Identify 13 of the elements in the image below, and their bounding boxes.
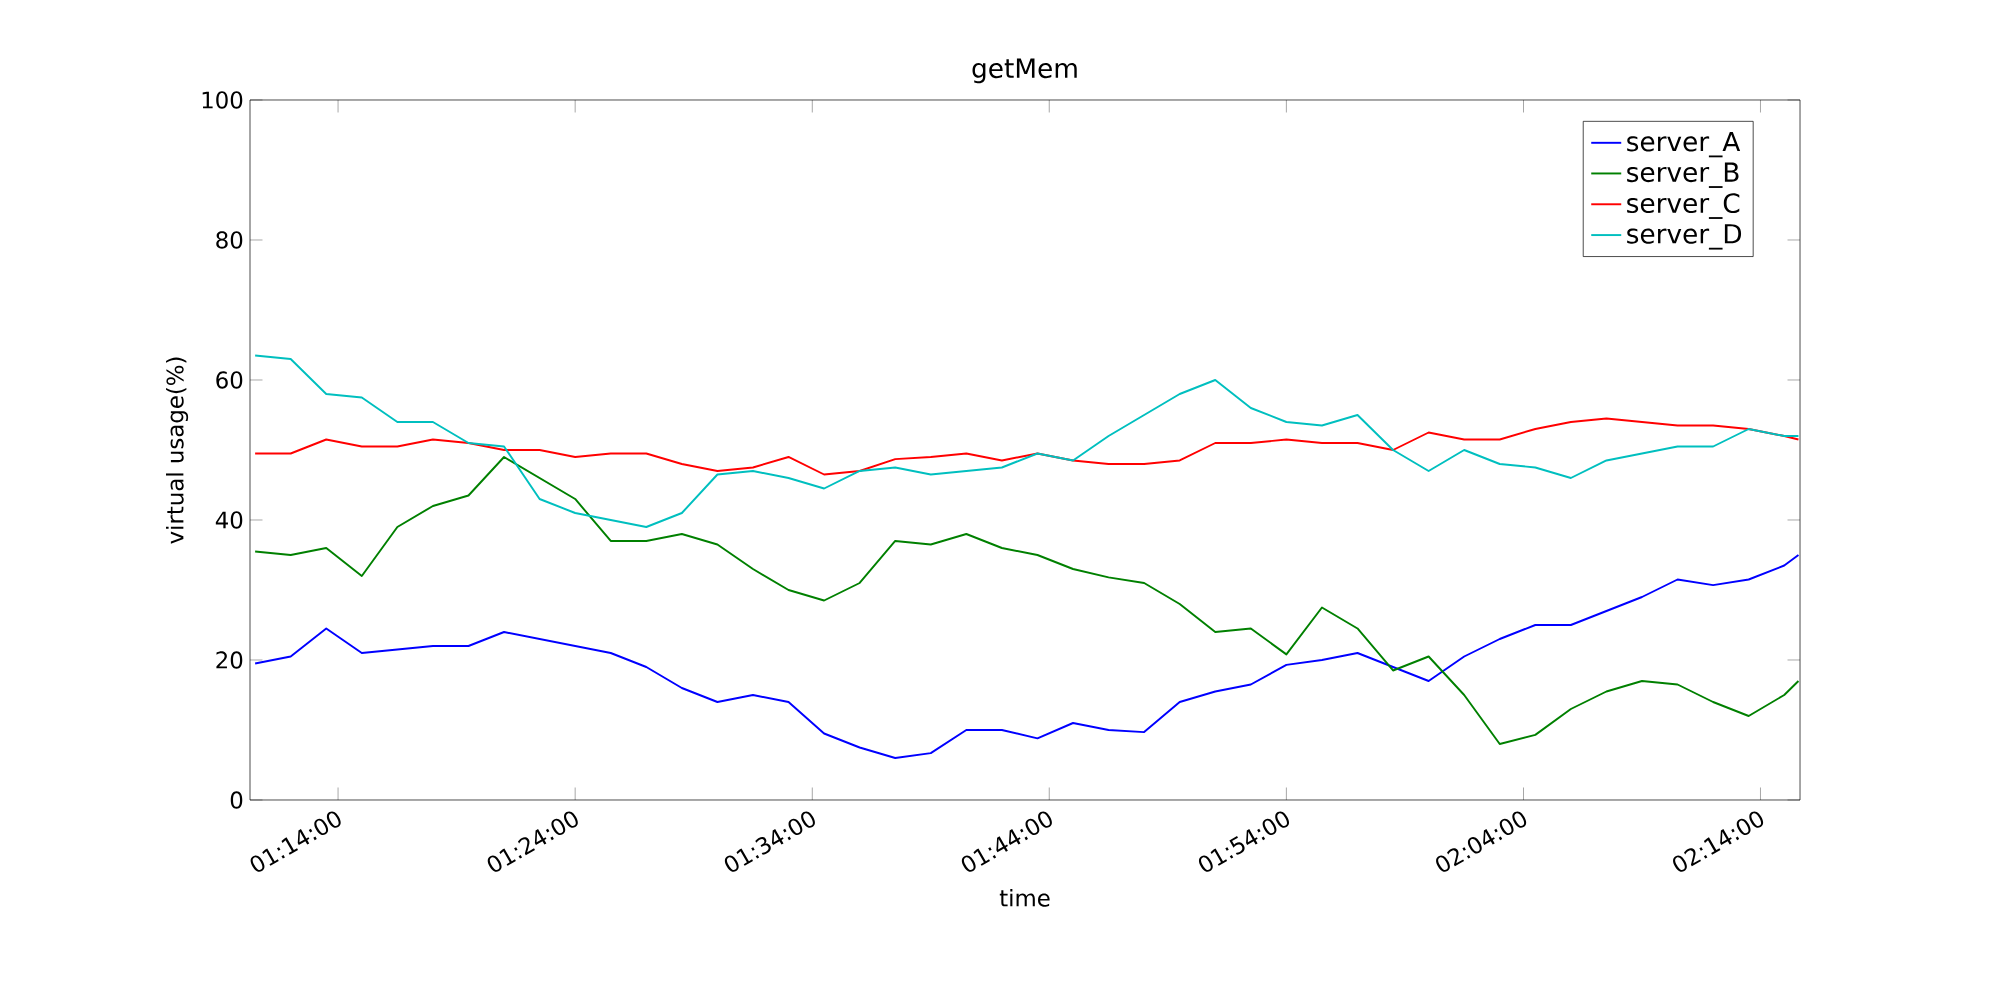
y-axis-title: virtual usage(%): [166, 357, 189, 544]
legend-label: server_A: [1627, 131, 1741, 158]
legend-label: server_B: [1627, 162, 1739, 188]
y-tick-label: 60: [216, 371, 243, 389]
legend-label: server_D: [1627, 224, 1742, 250]
y-tick-label: 80: [216, 231, 243, 249]
x-axis-title: time: [999, 888, 1050, 907]
y-tick-label: 0: [230, 791, 243, 809]
y-tick-label: 40: [215, 511, 243, 529]
chart-title: getMem: [972, 58, 1077, 84]
y-tick-label: 100: [202, 91, 243, 109]
y-tick-label: 20: [216, 651, 243, 669]
legend-label: server_C: [1627, 193, 1740, 219]
